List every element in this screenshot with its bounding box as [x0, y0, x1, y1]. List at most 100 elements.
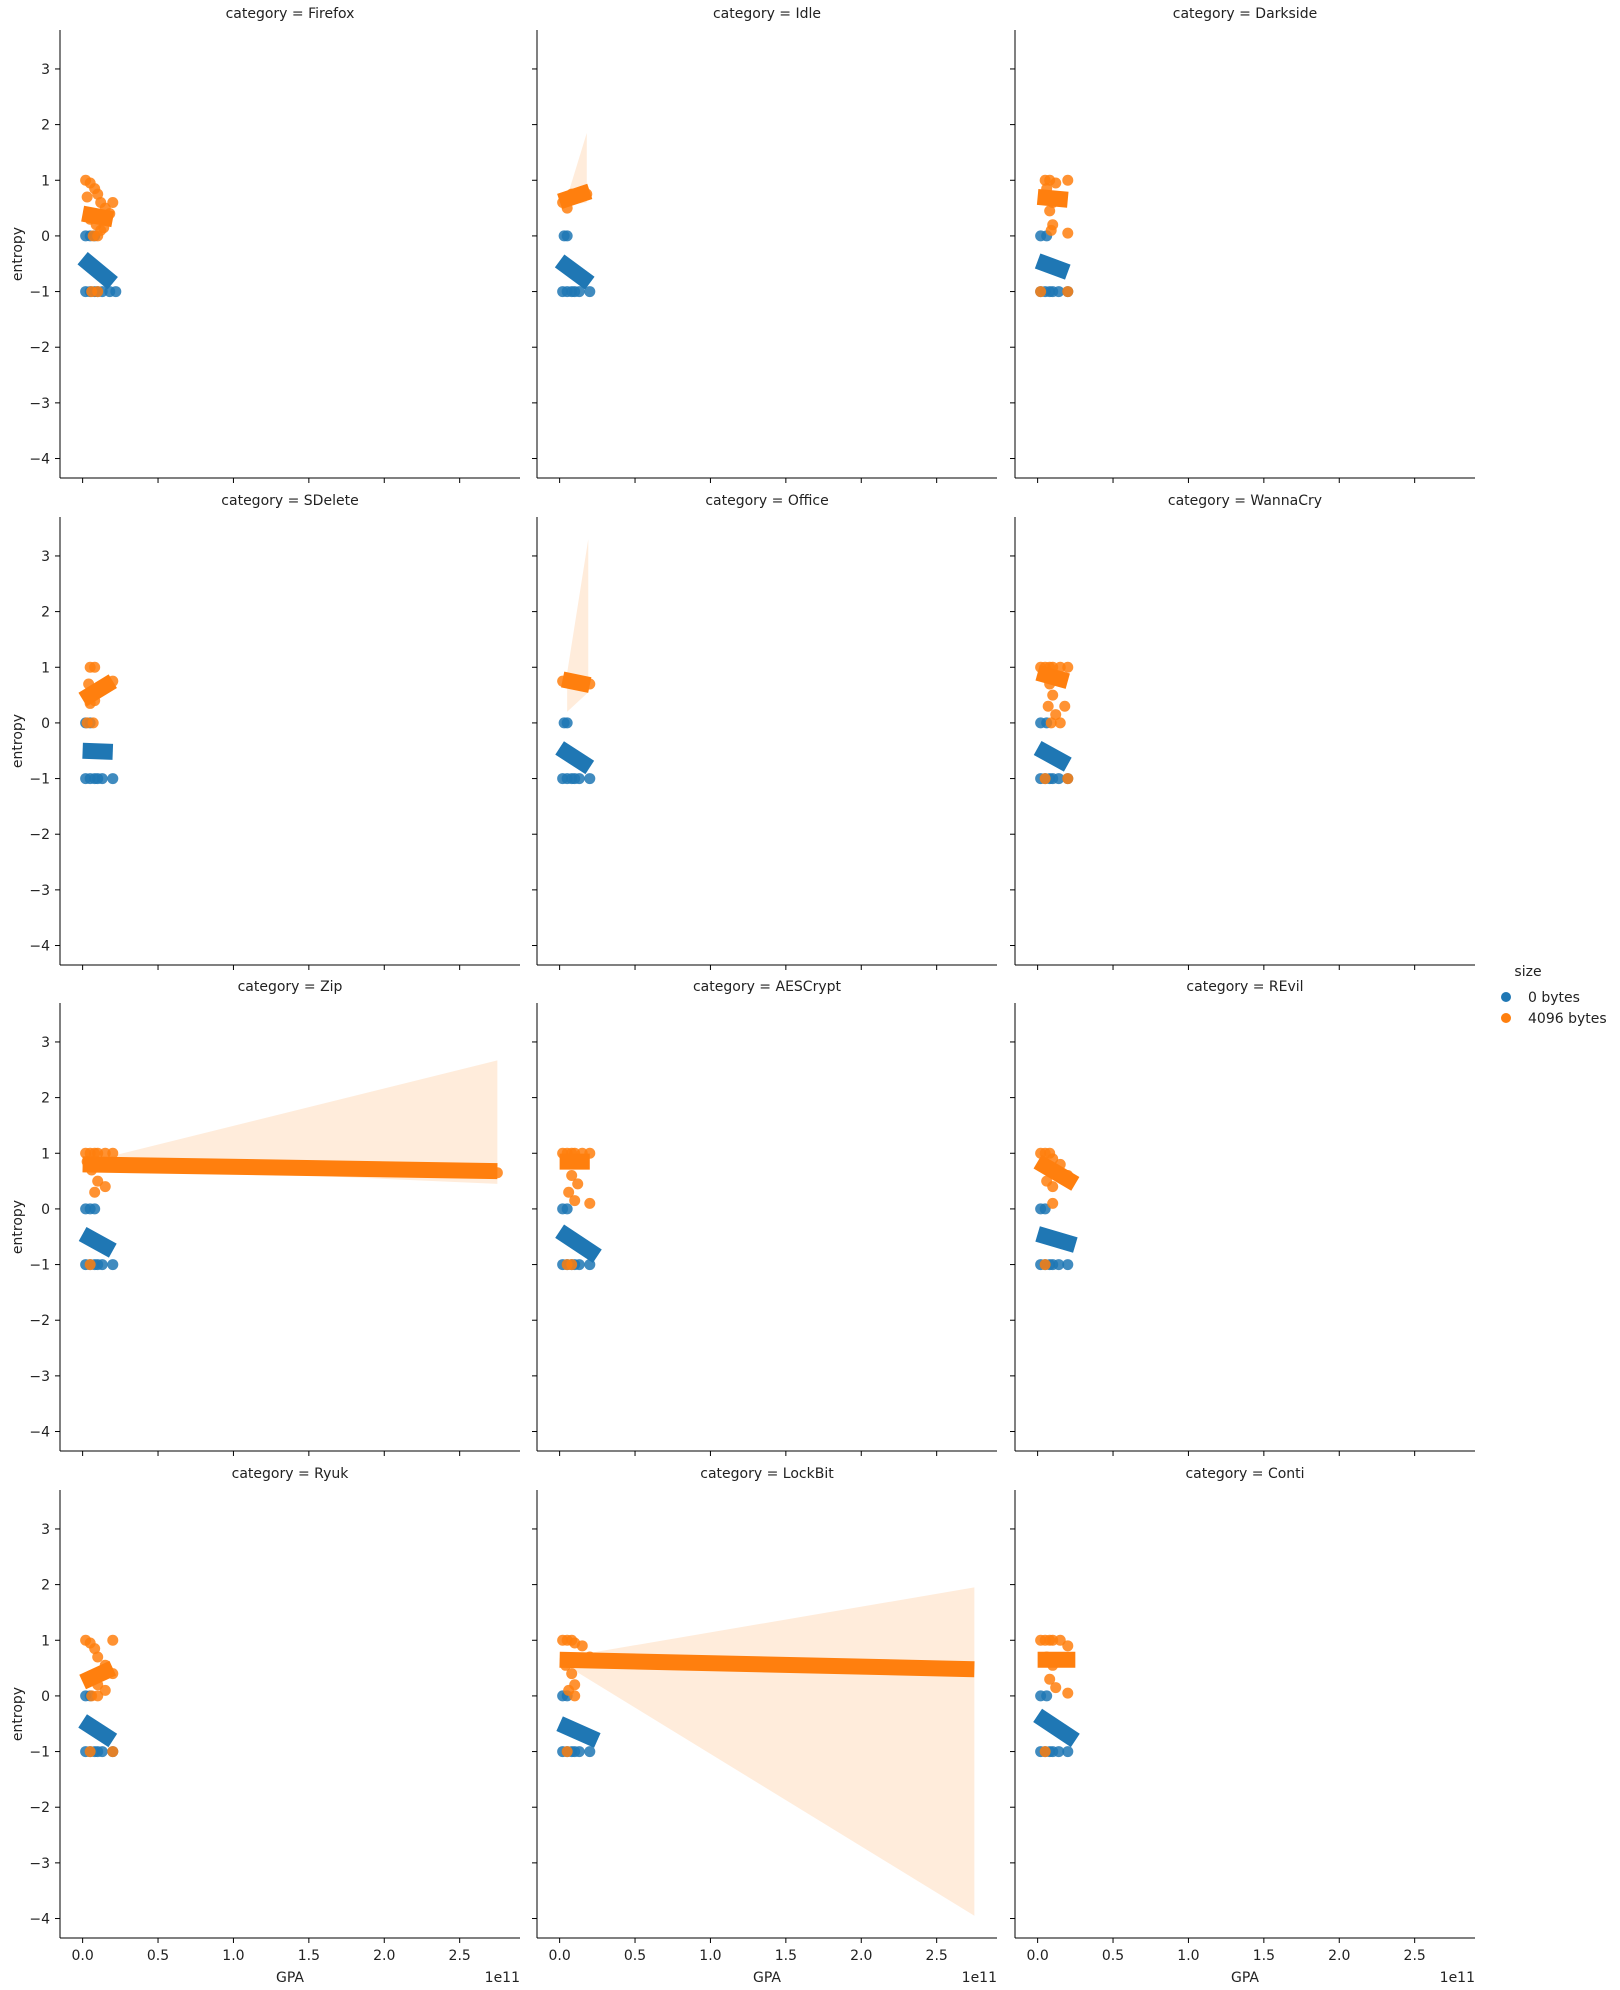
x-axis-label-category-ryuk: GPA: [276, 1970, 304, 1986]
legend-title: size: [1514, 964, 1541, 980]
point-4096-bytes-category-wannacry-10: [1050, 709, 1062, 721]
point-4096-bytes-category-sdelete-1: [89, 661, 101, 673]
point-4096-bytes-category-wannacry-8: [1047, 689, 1059, 701]
x-tick-label-category-lockbit-3: 1.5: [775, 1948, 797, 1964]
point-0-bytes-category-conti-7: [1041, 1690, 1053, 1702]
fit-line-4096-bytes-category-lockbit: [559, 1651, 975, 1678]
y-axis-label-category-sdelete: entropy: [10, 714, 26, 768]
x-tick-label-category-lockbit-5: 2.5: [926, 1948, 948, 1964]
point-4096-bytes-category-zip-9: [89, 1186, 101, 1198]
y-tick-label-category-ryuk-6: −3: [29, 1856, 50, 1872]
y-tick-label-category-firefox-5: −2: [29, 340, 50, 356]
y-tick-label-category-sdelete-4: −1: [29, 772, 50, 788]
panel-category-sdelete: category = SDelete 3 2 1 0 −1 −2 −3 −4 entropy: [10, 493, 520, 970]
y-tick-label-category-zip-3: 0: [41, 1202, 50, 1218]
point-4096-bytes-category-aescrypt-9: [563, 1186, 575, 1198]
y-tick-label-category-zip-6: −3: [29, 1369, 50, 1385]
point-4096-bytes-category-lockbit-11: [561, 1746, 573, 1758]
y-tick-label-category-zip-2: 1: [41, 1146, 50, 1162]
point-4096-bytes-category-firefox-14: [95, 224, 107, 236]
point-4096-bytes-category-conti-11: [1039, 1746, 1051, 1758]
point-4096-bytes-category-conti-8: [1044, 1673, 1056, 1685]
point-0-bytes-category-conti-5: [1062, 1746, 1074, 1758]
fit-line-0-bytes-category-idle: [554, 254, 595, 290]
panel-title-category-zip: category = Zip: [238, 979, 343, 995]
panel-category-aescrypt: category = AESCrypt: [532, 979, 997, 1456]
point-4096-bytes-category-aescrypt-11: [584, 1197, 596, 1209]
point-0-bytes-category-zip-5: [107, 1259, 119, 1271]
point-4096-bytes-category-firefox-16: [92, 286, 104, 298]
confidence-band-category-lockbit: [559, 1587, 975, 1916]
point-4096-bytes-category-ryuk-12: [84, 1746, 96, 1758]
point-4096-bytes-category-darkside-10: [1035, 286, 1047, 298]
x-tick-label-category-conti-0: 0.0: [1026, 1948, 1048, 1964]
point-4096-bytes-category-ryuk-11: [92, 1690, 104, 1702]
point-4096-bytes-category-conti-9: [1050, 1682, 1062, 1694]
panel-title-category-wannacry: category = WannaCry: [1168, 493, 1322, 509]
y-tick-label-category-zip-4: −1: [29, 1258, 50, 1274]
fit-line-0-bytes-category-wannacry: [1033, 740, 1072, 772]
y-tick-label-category-ryuk-7: −4: [29, 1912, 50, 1928]
point-4096-bytes-category-conti-4: [1054, 1634, 1066, 1646]
point-4096-bytes-category-zip-4: [99, 1147, 111, 1159]
point-0-bytes-category-idle-7: [561, 230, 573, 242]
fit-line-0-bytes-category-ryuk: [78, 1714, 118, 1748]
x-tick-label-category-ryuk-0: 0.0: [71, 1948, 93, 1964]
point-4096-bytes-category-firefox-10: [107, 197, 119, 209]
point-4096-bytes-category-wannacry-5: [1062, 661, 1074, 673]
x-tick-label-category-ryuk-4: 2.0: [373, 1948, 395, 1964]
x-tick-label-category-ryuk-1: 0.5: [147, 1948, 169, 1964]
y-tick-label-category-sdelete-1: 2: [41, 605, 50, 621]
panel-title-category-ryuk: category = Ryuk: [232, 1466, 350, 1482]
point-4096-bytes-category-revil-7: [1047, 1181, 1059, 1193]
point-0-bytes-category-sdelete-4: [96, 773, 108, 785]
y-axis-label-category-firefox: entropy: [10, 227, 26, 281]
point-4096-bytes-category-lockbit-7: [566, 1668, 578, 1680]
y-tick-label-category-ryuk-3: 0: [41, 1689, 50, 1705]
point-0-bytes-category-conti-4: [1053, 1746, 1065, 1758]
point-0-bytes-category-revil-7: [1039, 1203, 1051, 1215]
y-tick-label-category-firefox-0: 3: [41, 62, 50, 78]
x-tick-label-category-ryuk-5: 2.5: [449, 1948, 471, 1964]
panel-category-revil: category = REvil: [1010, 979, 1475, 1456]
point-4096-bytes-category-zip-3: [92, 1147, 104, 1159]
y-tick-label-category-ryuk-0: 3: [41, 1522, 50, 1538]
point-4096-bytes-category-aescrypt-13: [566, 1259, 578, 1271]
x-tick-label-category-ryuk-3: 1.5: [298, 1948, 320, 1964]
y-tick-label-category-zip-1: 2: [41, 1091, 50, 1107]
x-tick-label-category-lockbit-4: 2.0: [850, 1948, 872, 1964]
fit-line-0-bytes-category-sdelete: [82, 742, 114, 760]
panel-category-conti: category = Conti 0.0 0.5 1.0 1.5 2.0 2.5 GPA 1e1…: [1010, 1466, 1475, 1986]
point-4096-bytes-category-darkside-8: [1045, 224, 1057, 236]
point-0-bytes-category-aescrypt-4: [573, 1259, 585, 1271]
panel-title-category-lockbit: category = LockBit: [700, 1466, 834, 1482]
y-tick-label-category-sdelete-5: −2: [29, 827, 50, 843]
fit-line-4096-bytes-category-zip: [82, 1156, 498, 1180]
x-tick-label-category-ryuk-2: 1.0: [222, 1948, 244, 1964]
x-tick-label-category-conti-5: 2.5: [1404, 1948, 1426, 1964]
point-0-bytes-category-firefox-6: [110, 286, 122, 298]
point-4096-bytes-category-wannacry-4: [1054, 661, 1066, 673]
x-offset-text-category-conti: 1e11: [1440, 1970, 1475, 1986]
point-4096-bytes-category-wannacry-9: [1042, 700, 1054, 712]
x-tick-label-category-conti-4: 2.0: [1328, 1948, 1350, 1964]
confidence-band-category-office: [567, 539, 589, 712]
panel-category-lockbit: category = LockBit 0.0 0.5 1.0 1.5 2.0 2.5 GPA 1…: [532, 1466, 997, 1986]
point-0-bytes-category-ryuk-4: [96, 1746, 108, 1758]
x-tick-label-category-conti-3: 1.5: [1253, 1948, 1275, 1964]
point-0-bytes-category-wannacry-4: [1053, 773, 1065, 785]
fit-line-0-bytes-category-lockbit: [556, 1716, 601, 1748]
panel-category-zip: category = Zip 3 2 1 0 −1 −2 −3 −4 entropy: [10, 979, 520, 1456]
legend-marker-0-bytes: [1501, 992, 1511, 1002]
point-4096-bytes-category-aescrypt-10: [569, 1195, 581, 1207]
fit-line-0-bytes-category-office: [555, 741, 595, 775]
point-0-bytes-category-aescrypt-7: [561, 1203, 573, 1215]
x-tick-label-category-lockbit-2: 1.0: [699, 1948, 721, 1964]
point-4096-bytes-category-lockbit-4: [576, 1640, 588, 1652]
point-4096-bytes-category-conti-10: [1062, 1687, 1074, 1699]
point-0-bytes-category-office-4: [573, 773, 585, 785]
legend: size 0 bytes 4096 bytes: [1501, 964, 1607, 1027]
x-axis-label-category-conti: GPA: [1231, 1970, 1259, 1986]
fit-line-4096-bytes-category-darkside: [1036, 188, 1069, 208]
point-0-bytes-category-revil-4: [1053, 1259, 1065, 1271]
